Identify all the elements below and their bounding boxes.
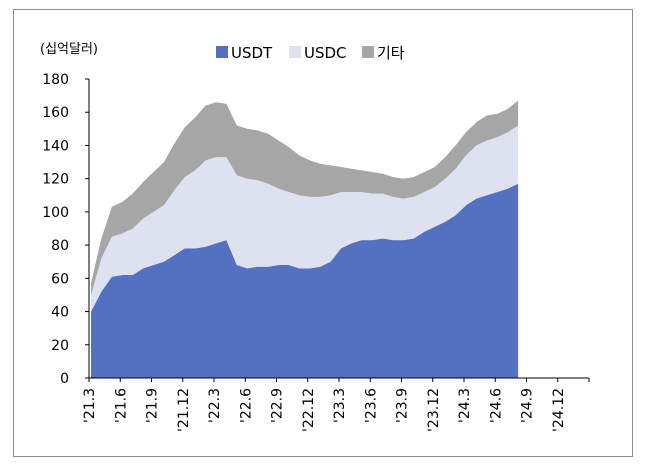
x-tick-label: '21.6	[113, 388, 129, 423]
x-tick-label: '22.9	[270, 388, 286, 423]
x-tick-label: '21.3	[82, 388, 98, 423]
y-tick-label: 100	[42, 205, 69, 221]
x-tick-label: '23.3	[332, 388, 348, 423]
x-tick-label: '24.3	[457, 388, 473, 423]
area-usdc	[91, 125, 519, 312]
areas	[91, 100, 519, 378]
x-tick-label: '22.12	[301, 388, 317, 432]
legend-swatch-other	[362, 46, 374, 58]
legend-swatch-usdt	[216, 46, 228, 58]
x-tick-label: '21.12	[176, 388, 192, 432]
legend-label-usdt: USDT	[231, 44, 273, 62]
y-tick-label: 140	[42, 138, 69, 154]
x-axis: '21.3 '21.6 '21.9 '21.12 '22.3 '22.6 '22.9 '22.…	[82, 377, 590, 432]
area-other	[91, 100, 519, 295]
x-tick-label: '24.9	[520, 388, 536, 423]
y-tick-label: 180	[42, 72, 69, 88]
y-tick-label: 120	[42, 172, 69, 188]
legend-swatch-usdc	[289, 46, 301, 58]
y-tick-label: 20	[51, 338, 69, 354]
y-axis: 0 20 40 60 80 100 120 140 160 180	[42, 72, 90, 387]
x-tick-label: '24.12	[551, 388, 567, 432]
y-tick-label: 160	[42, 105, 69, 121]
y-tick-label: 40	[51, 305, 69, 321]
x-tick-label: '23.12	[426, 388, 442, 432]
legend: USDT USDC 기타	[216, 44, 405, 62]
legend-label-usdc: USDC	[304, 44, 347, 62]
y-tick-label: 60	[51, 271, 69, 287]
x-tick-label: '22.6	[238, 388, 254, 423]
x-tick-label: '21.9	[145, 388, 161, 423]
unit-label: (십억달러)	[40, 42, 98, 57]
area-usdt	[91, 183, 519, 378]
x-tick-label: '23.6	[363, 388, 379, 423]
legend-label-other: 기타	[377, 44, 405, 62]
x-tick-label: '22.3	[207, 388, 223, 423]
y-tick-label: 0	[60, 371, 69, 387]
x-tick-label: '23.9	[395, 388, 411, 423]
y-tick-label: 80	[51, 238, 69, 254]
x-tick-label: '24.6	[488, 388, 504, 423]
